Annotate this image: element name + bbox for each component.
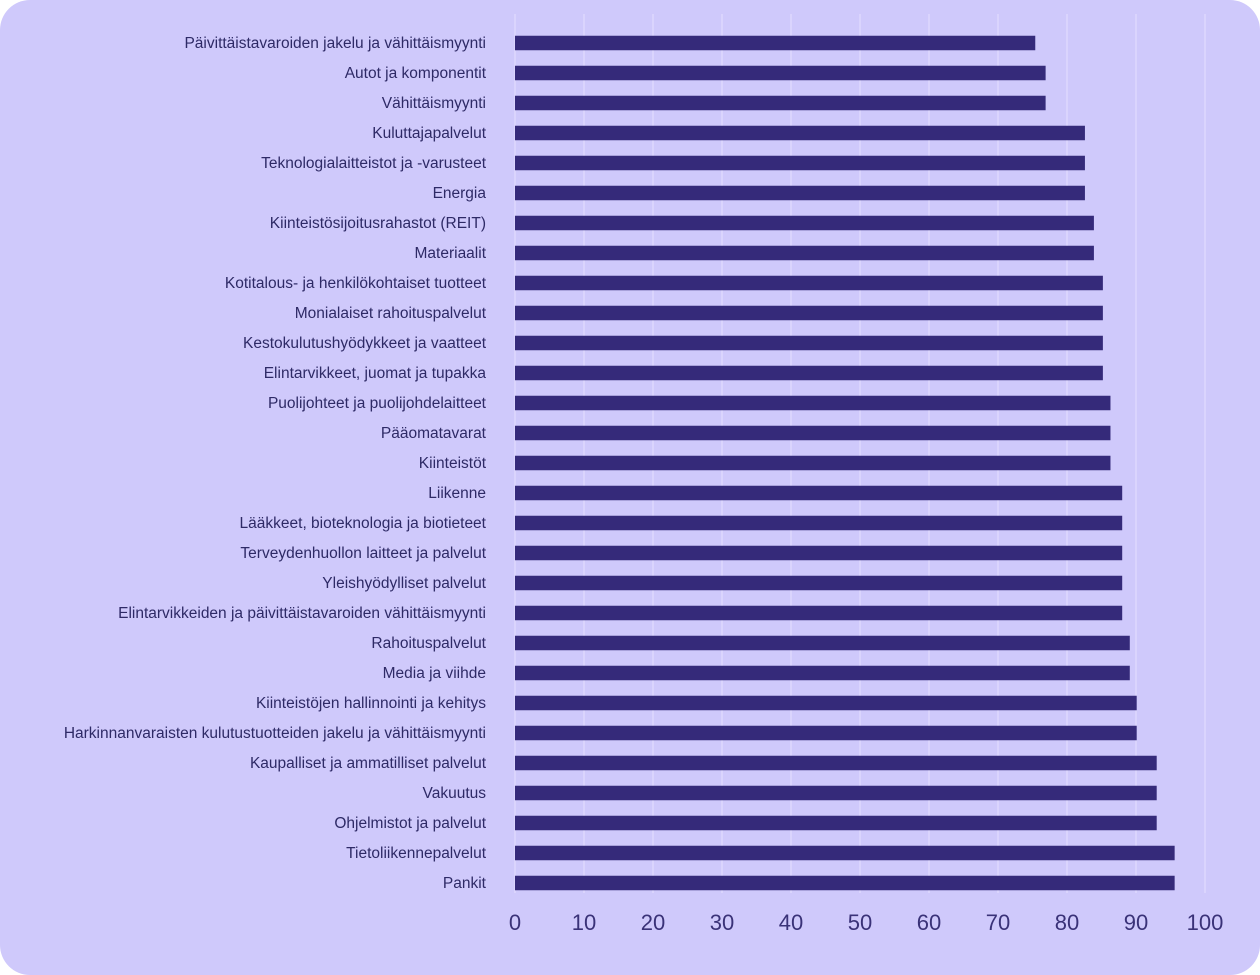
bar <box>515 665 1130 681</box>
category-label: Rahoituspalvelut <box>371 635 486 652</box>
x-tick-label: 40 <box>779 910 803 935</box>
x-tick-label: 90 <box>1124 910 1148 935</box>
category-label: Monialaiset rahoituspalvelut <box>295 305 487 322</box>
x-tick-label: 70 <box>986 910 1010 935</box>
bar <box>515 185 1085 201</box>
category-label: Kaupalliset ja ammatilliset palvelut <box>250 755 487 772</box>
category-label: Harkinnanvaraisten kulutustuotteiden jak… <box>64 725 486 742</box>
x-tick-label: 10 <box>572 910 596 935</box>
bar <box>515 635 1130 651</box>
bar <box>515 545 1123 561</box>
bar <box>515 275 1103 291</box>
category-label: Teknologialaitteistot ja -varusteet <box>261 155 487 172</box>
bar <box>515 815 1157 831</box>
x-tick-label: 100 <box>1187 910 1224 935</box>
bar <box>515 845 1175 861</box>
bar <box>515 335 1103 351</box>
bar <box>515 605 1123 621</box>
bar <box>515 245 1094 261</box>
category-label: Kotitalous- ja henkilökohtaiset tuotteet <box>225 275 487 292</box>
category-label: Pankit <box>443 875 487 892</box>
bar <box>515 35 1036 51</box>
x-tick-label: 0 <box>509 910 521 935</box>
category-label: Kiinteistöt <box>419 455 487 472</box>
bar <box>515 725 1137 741</box>
category-label: Vähittäismyynti <box>382 95 486 112</box>
category-label: Tietoliikennepalvelut <box>346 845 487 862</box>
category-label: Pääomatavarat <box>381 425 487 442</box>
category-label: Kuluttajapalvelut <box>372 125 486 142</box>
category-label: Lääkkeet, bioteknologia ja biotieteet <box>240 515 487 532</box>
bar <box>515 875 1175 891</box>
bar <box>515 515 1123 531</box>
x-tick-label: 20 <box>641 910 665 935</box>
x-tick-label: 80 <box>1055 910 1079 935</box>
bars <box>515 35 1175 891</box>
bar <box>515 695 1137 711</box>
bar <box>515 485 1123 501</box>
category-label: Kiinteistöjen hallinnointi ja kehitys <box>256 695 486 712</box>
x-tick-label: 60 <box>917 910 941 935</box>
category-label: Yleishyödylliset palvelut <box>322 575 486 592</box>
category-label: Ohjelmistot ja palvelut <box>334 815 486 832</box>
category-label: Liikenne <box>428 485 486 502</box>
category-label: Puolijohteet ja puolijohdelaitteet <box>268 395 487 412</box>
bar <box>515 785 1157 801</box>
category-label: Energia <box>433 185 487 202</box>
bar <box>515 455 1111 471</box>
category-label: Elintarvikkeet, juomat ja tupakka <box>264 365 487 382</box>
category-labels: Päivittäistavaroiden jakelu ja vähittäis… <box>64 35 487 892</box>
bar <box>515 155 1085 171</box>
category-label: Autot ja komponentit <box>345 65 487 82</box>
category-label: Päivittäistavaroiden jakelu ja vähittäis… <box>184 35 486 52</box>
category-label: Vakuutus <box>423 785 487 802</box>
bar <box>515 365 1103 381</box>
x-tick-label: 30 <box>710 910 734 935</box>
category-label: Materiaalit <box>415 245 487 262</box>
category-label: Kestokulutushyödykkeet ja vaatteet <box>243 335 487 352</box>
x-tick-labels: 0 10 20 30 40 50 60 70 80 90 100 <box>509 910 1223 935</box>
bar <box>515 215 1094 231</box>
bar <box>515 425 1111 441</box>
bar <box>515 65 1046 81</box>
bar <box>515 95 1046 111</box>
bar <box>515 125 1085 141</box>
bar <box>515 305 1103 321</box>
bar <box>515 755 1157 771</box>
category-label: Elintarvikkeiden ja päivittäistavaroiden… <box>118 605 486 622</box>
bar <box>515 575 1123 591</box>
x-tick-label: 50 <box>848 910 872 935</box>
category-label: Terveydenhuollon laitteet ja palvelut <box>240 545 486 562</box>
category-label: Media ja viihde <box>383 665 486 682</box>
bar <box>515 395 1111 411</box>
category-label: Kiinteistösijoitusrahastot (REIT) <box>270 215 486 232</box>
